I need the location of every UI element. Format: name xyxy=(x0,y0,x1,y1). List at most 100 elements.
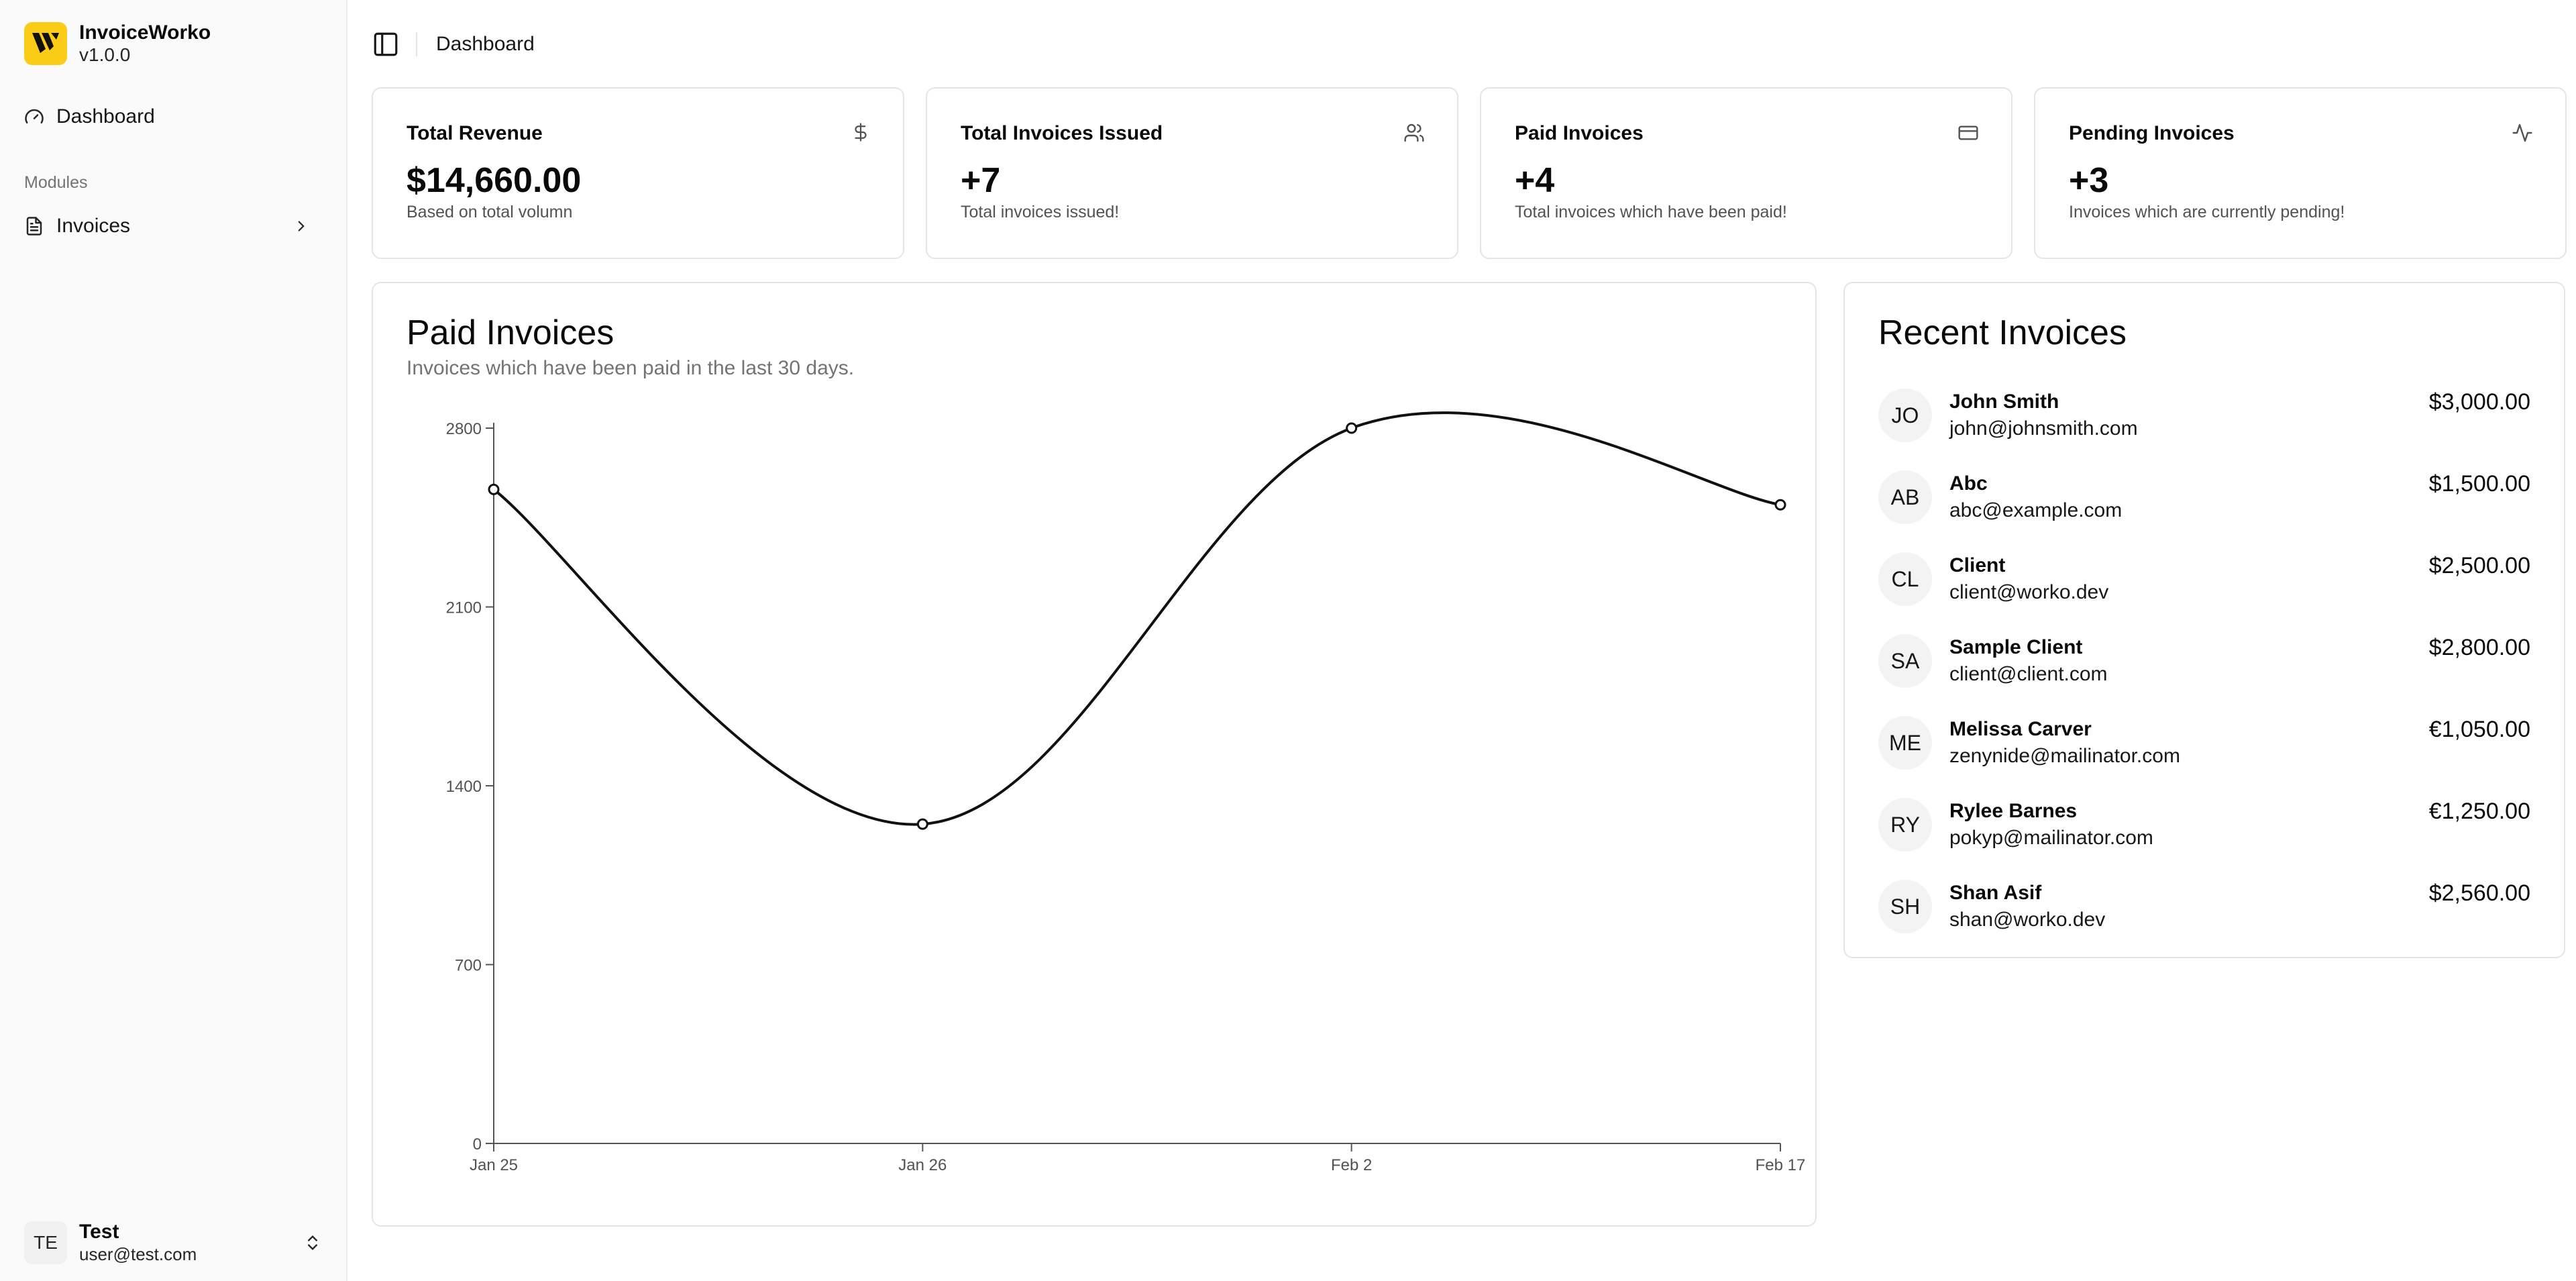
customer-name: Client xyxy=(1949,554,2006,576)
avatar: ME xyxy=(1878,716,1932,770)
sidebar-item-dashboard[interactable]: Dashboard xyxy=(13,95,333,138)
brand[interactable]: InvoiceWorko v1.0.0 xyxy=(0,0,346,66)
stat-title: Paid Invoices xyxy=(1515,122,1644,144)
topbar: Dashboard xyxy=(347,0,2576,89)
list-item[interactable]: SH Shan Asif shan@worko.dev $2,560.00 xyxy=(1878,866,2530,947)
stat-card-invoices-issued: Total Invoices Issued +7 Total invoices … xyxy=(926,87,1458,259)
data-point xyxy=(488,483,500,495)
customer-name: John Smith xyxy=(1949,391,2059,413)
sidebar-item-invoices[interactable]: Invoices xyxy=(13,205,333,248)
stat-title: Total Revenue xyxy=(407,122,543,144)
sidebar-item-label: Invoices xyxy=(56,215,131,237)
stat-value: $14,660.00 xyxy=(407,161,582,200)
main-content: Dashboard Total Revenue $14,660.00 Based… xyxy=(347,0,2576,1281)
list-item[interactable]: CL Client client@worko.dev $2,500.00 xyxy=(1878,538,2530,620)
list-item[interactable]: AB Abc abc@example.com $1,500.00 xyxy=(1878,456,2530,538)
user-email: user@test.com xyxy=(79,1244,197,1264)
stats-row: Total Revenue $14,660.00 Based on total … xyxy=(372,87,2567,259)
sidebar: InvoiceWorko v1.0.0 Dashboard Modules In… xyxy=(0,0,347,1281)
app-logo-icon xyxy=(24,22,67,65)
list-item[interactable]: SA Sample Client client@client.com $2,800.0… xyxy=(1878,620,2530,702)
dollar-icon xyxy=(855,123,867,142)
customer-email: abc@example.com xyxy=(1949,499,2123,521)
customer-email: zenynide@mailinator.com xyxy=(1949,745,2180,767)
avatar: RY xyxy=(1878,798,1932,852)
y-tick-label: 700 xyxy=(455,957,482,975)
invoice-amount: $3,000.00 xyxy=(2428,389,2530,415)
invoice-amount: €1,050.00 xyxy=(2428,717,2530,742)
stat-subtitle: Total invoices issued! xyxy=(961,203,1120,221)
stat-value: +7 xyxy=(961,161,1001,200)
customer-email: john@johnsmith.com xyxy=(1949,417,2138,440)
customer-email: client@worko.dev xyxy=(1949,581,2109,603)
breadcrumb[interactable]: Dashboard xyxy=(436,33,535,55)
stat-card-revenue: Total Revenue $14,660.00 Based on total … xyxy=(372,87,904,259)
invoice-amount: $2,560.00 xyxy=(2428,880,2530,906)
avatar: SH xyxy=(1878,880,1932,933)
avatar: AB xyxy=(1878,470,1932,524)
paid-invoices-chart: 0 700 1400 2100 2800 Jan 25 Jan 26 Feb 2 Feb 17 xyxy=(446,411,1806,1174)
gauge-icon xyxy=(25,109,44,123)
user-name: Test xyxy=(79,1221,119,1243)
customer-email: client@client.com xyxy=(1949,663,2108,685)
app-name: InvoiceWorko xyxy=(79,21,211,44)
recent-card-title: Recent Invoices xyxy=(1878,313,2127,352)
chart-card-subtitle: Invoices which have been paid in the las… xyxy=(407,357,855,379)
invoice-amount: $2,500.00 xyxy=(2428,553,2530,578)
stat-subtitle: Invoices which are currently pending! xyxy=(2069,203,2345,221)
sidebar-toggle-icon[interactable] xyxy=(372,30,400,58)
x-tick-label: Jan 25 xyxy=(470,1156,518,1174)
customer-name: Abc xyxy=(1949,472,1988,495)
customer-email: pokyp@mailinator.com xyxy=(1949,827,2153,849)
invoice-amount: $1,500.00 xyxy=(2428,471,2530,497)
credit-card-icon xyxy=(1958,125,1978,140)
y-tick-label: 2100 xyxy=(446,599,482,617)
avatar: SA xyxy=(1878,634,1932,688)
stat-subtitle: Total invoices which have been paid! xyxy=(1515,203,1787,221)
y-tick-label: 0 xyxy=(473,1135,482,1154)
x-tick-label: Jan 26 xyxy=(898,1156,947,1174)
y-tick-label: 2800 xyxy=(446,420,482,438)
x-tick-label: Feb 2 xyxy=(1331,1156,1372,1174)
app-version: v1.0.0 xyxy=(79,44,131,65)
user-menu[interactable]: TE Test user@test.com xyxy=(13,1213,333,1273)
data-point xyxy=(916,818,928,830)
stat-card-paid-invoices: Paid Invoices +4 Total invoices which ha… xyxy=(1480,87,2012,259)
recent-invoices-card: Recent Invoices JO John Smith john@johnsmi… xyxy=(1843,282,2565,958)
customer-name: Rylee Barnes xyxy=(1949,800,2078,822)
list-item[interactable]: JO John Smith john@johnsmith.com $3,000.00 xyxy=(1878,374,2530,456)
customer-email: shan@worko.dev xyxy=(1949,909,2106,931)
avatar: JO xyxy=(1878,389,1932,442)
customer-name: Melissa Carver xyxy=(1949,718,2092,740)
invoice-amount: $2,800.00 xyxy=(2428,635,2530,660)
customer-name: Shan Asif xyxy=(1949,882,2042,904)
y-tick-label: 1400 xyxy=(446,778,482,796)
data-point xyxy=(1346,422,1358,434)
stat-title: Pending Invoices xyxy=(2069,122,2235,144)
paid-invoices-chart-card: Paid Invoices Invoices which have been p… xyxy=(372,282,1817,1227)
chart-card-title: Paid Invoices xyxy=(407,313,614,352)
avatar: CL xyxy=(1878,552,1932,606)
avatar: TE xyxy=(24,1221,67,1264)
chevron-right-icon xyxy=(298,221,305,232)
list-item[interactable]: ME Melissa Carver zenynide@mailinator.com €… xyxy=(1878,702,2530,784)
series-line xyxy=(492,411,1781,826)
stat-card-pending-invoices: Pending Invoices +3 Invoices which are c… xyxy=(2034,87,2567,259)
recent-invoices-list: JO John Smith john@johnsmith.com $3,000.00 A… xyxy=(1878,374,2530,947)
chevrons-up-down-icon xyxy=(308,1235,317,1250)
x-tick-label: Feb 17 xyxy=(1756,1156,1806,1174)
stat-title: Total Invoices Issued xyxy=(961,122,1163,144)
sidebar-item-label: Dashboard xyxy=(56,105,155,127)
customer-name: Sample Client xyxy=(1949,636,2083,658)
activity-icon xyxy=(2512,123,2532,142)
users-icon xyxy=(1404,123,1424,142)
sidebar-section-label: Modules xyxy=(24,173,88,192)
list-item[interactable]: RY Rylee Barnes pokyp@mailinator.com €1,250… xyxy=(1878,784,2530,866)
stat-value: +3 xyxy=(2069,161,2109,200)
file-text-icon xyxy=(26,217,42,236)
stat-subtitle: Based on total volumn xyxy=(407,203,573,221)
data-point xyxy=(1774,499,1786,511)
stat-value: +4 xyxy=(1515,161,1555,200)
topbar-divider xyxy=(416,32,417,56)
